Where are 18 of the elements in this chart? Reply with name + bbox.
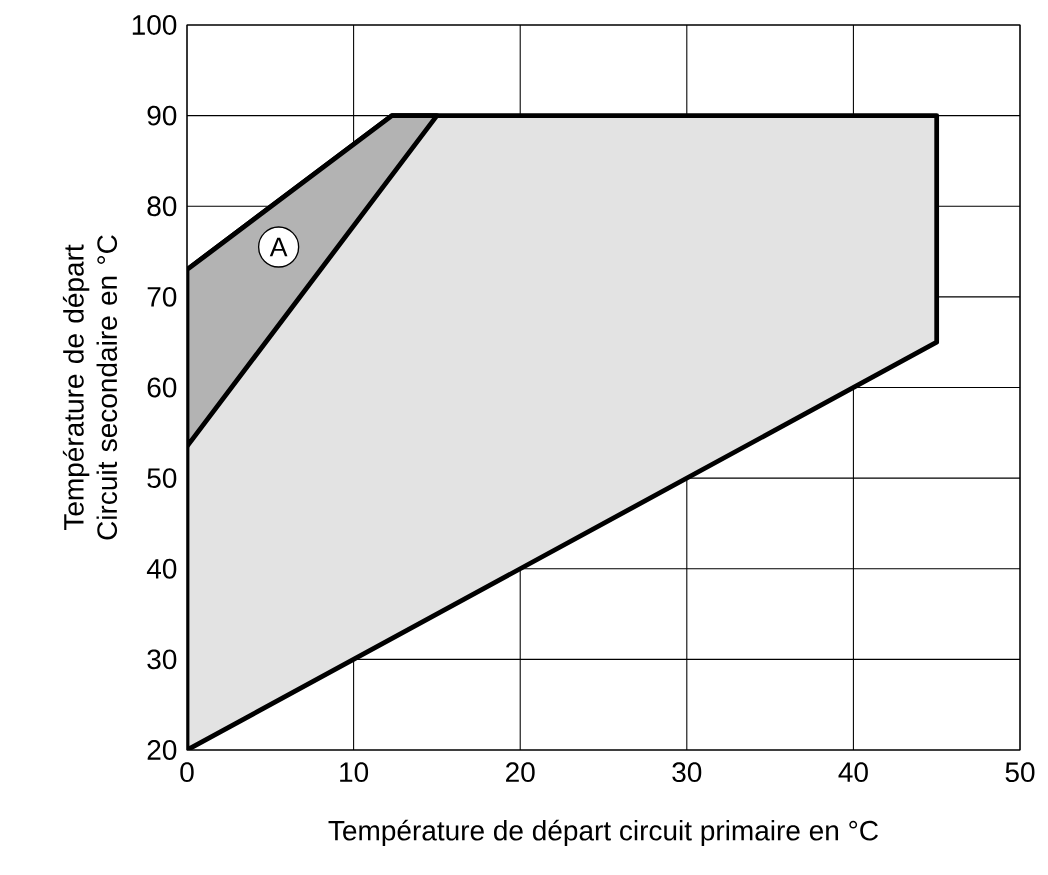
y-axis-title: Température de départ Circuit secondaire en °C xyxy=(62,235,118,540)
x-axis-title: Température de départ circuit primaire en °C xyxy=(328,819,878,847)
y-tick-label: 90 xyxy=(147,105,177,126)
annotation: A xyxy=(269,237,288,257)
y-tick-label: 70 xyxy=(147,286,177,307)
x-tick-label: 30 xyxy=(672,762,702,783)
y-tick-label: 100 xyxy=(132,15,177,35)
y-tick-label: 40 xyxy=(146,558,177,579)
y-tick-label: 30 xyxy=(147,649,177,670)
x-tick-label: 0 xyxy=(180,762,194,783)
y-tick-label: 80 xyxy=(147,196,177,217)
x-tick-label: 40 xyxy=(838,762,868,783)
y-tick-label: 60 xyxy=(147,377,177,398)
y-tick-label: 20 xyxy=(147,740,177,760)
y-tick-label: 50 xyxy=(147,468,177,489)
x-tick-label: 50 xyxy=(1005,762,1035,783)
x-tick-label: 20 xyxy=(506,762,535,783)
x-tick-label: 10 xyxy=(340,762,369,783)
